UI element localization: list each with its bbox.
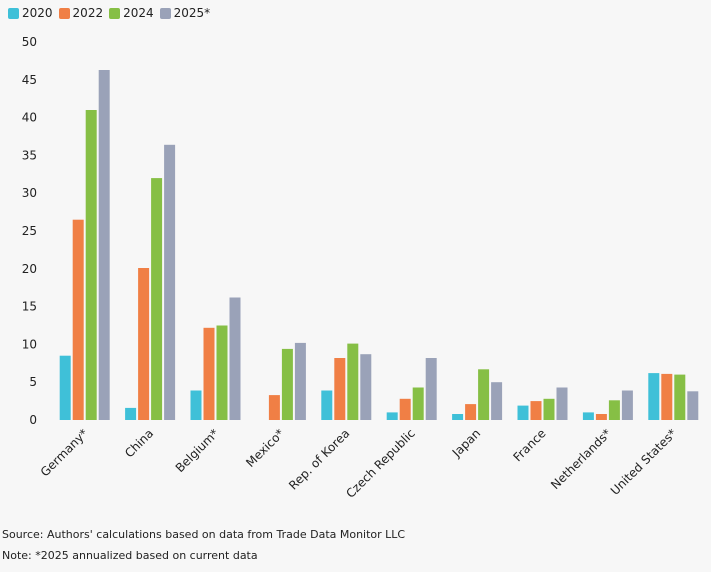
bar	[59, 355, 71, 420]
bar	[151, 178, 163, 420]
bar	[190, 390, 202, 420]
x-tick-label: Germany*	[38, 426, 91, 479]
legend-label-2022: 2022	[72, 6, 104, 20]
bar	[582, 412, 594, 420]
y-tick-label: 20	[22, 262, 37, 276]
y-tick-label: 40	[22, 111, 37, 125]
y-tick-label: 0	[29, 413, 37, 427]
y-tick-label: 30	[22, 186, 37, 200]
y-tick-label: 25	[22, 224, 37, 238]
x-tick-label: Netherlands*	[548, 426, 614, 492]
bar	[321, 390, 333, 420]
y-tick-label: 35	[22, 148, 37, 162]
footnote: Note: *2025 annualized based on current …	[2, 549, 258, 562]
x-tick-label: United States*	[608, 426, 680, 498]
bar	[386, 412, 398, 420]
legend-label-2025: 2025*	[173, 6, 211, 20]
bar	[229, 297, 241, 420]
bar	[621, 390, 633, 420]
source-note: Source: Authors' calculations based on d…	[2, 528, 406, 541]
legend-swatch-2024	[109, 7, 121, 19]
bar	[72, 219, 84, 420]
bar	[687, 391, 699, 420]
bar	[452, 414, 464, 420]
y-tick-label: 15	[22, 300, 37, 314]
x-tick-label: France	[511, 426, 549, 464]
bar	[268, 395, 280, 420]
legend-item-2022: 2022	[58, 6, 104, 20]
bar	[347, 343, 359, 420]
x-tick-label: Japan	[449, 426, 483, 460]
x-tick-label: Belgium*	[173, 426, 222, 475]
bar	[478, 369, 490, 420]
bar	[543, 398, 555, 420]
bar	[85, 110, 97, 420]
bar	[648, 373, 660, 420]
bar	[556, 387, 568, 420]
chart-legend: 2020 2022 2024 2025*	[8, 6, 216, 20]
bar	[491, 382, 503, 420]
bar	[125, 407, 137, 420]
legend-swatch-2025	[159, 7, 171, 19]
bar	[674, 374, 686, 420]
bar-chart: 0 5 10 15 20 25 30 35 40 45 50 Germany* China Belgium…	[22, 35, 699, 501]
bar	[360, 354, 372, 420]
legend-swatch-2020	[8, 7, 19, 19]
legend-label-2024: 2024	[123, 6, 154, 20]
y-tick-label: 50	[22, 35, 37, 49]
bar	[281, 348, 293, 420]
bar	[399, 398, 411, 420]
x-tick-label: Rep. of Korea	[286, 426, 352, 492]
x-tick-label: Czech Republic	[343, 426, 418, 501]
bar	[465, 404, 477, 420]
x-tick-label: China	[122, 426, 156, 460]
legend-swatch-2022	[58, 7, 70, 19]
bar	[164, 144, 176, 421]
bar	[530, 401, 542, 420]
bar	[98, 70, 110, 420]
bar	[425, 358, 437, 420]
legend-item-2020: 2020	[8, 6, 53, 20]
legend-label-2020: 2020	[22, 6, 53, 20]
y-tick-label: 5	[29, 375, 37, 389]
legend-item-2024: 2024	[109, 6, 154, 20]
y-tick-label: 10	[22, 337, 37, 351]
bar	[608, 400, 620, 420]
bar	[595, 414, 607, 420]
y-tick-label: 45	[22, 73, 37, 87]
bar	[412, 387, 424, 420]
bar	[203, 327, 215, 420]
bar	[517, 405, 529, 420]
bar	[661, 373, 673, 420]
bar	[138, 268, 150, 420]
legend-item-2025: 2025*	[159, 6, 211, 20]
x-tick-label: Mexico*	[243, 426, 287, 470]
bar	[216, 325, 228, 420]
bar	[294, 342, 306, 420]
bar	[334, 358, 346, 420]
